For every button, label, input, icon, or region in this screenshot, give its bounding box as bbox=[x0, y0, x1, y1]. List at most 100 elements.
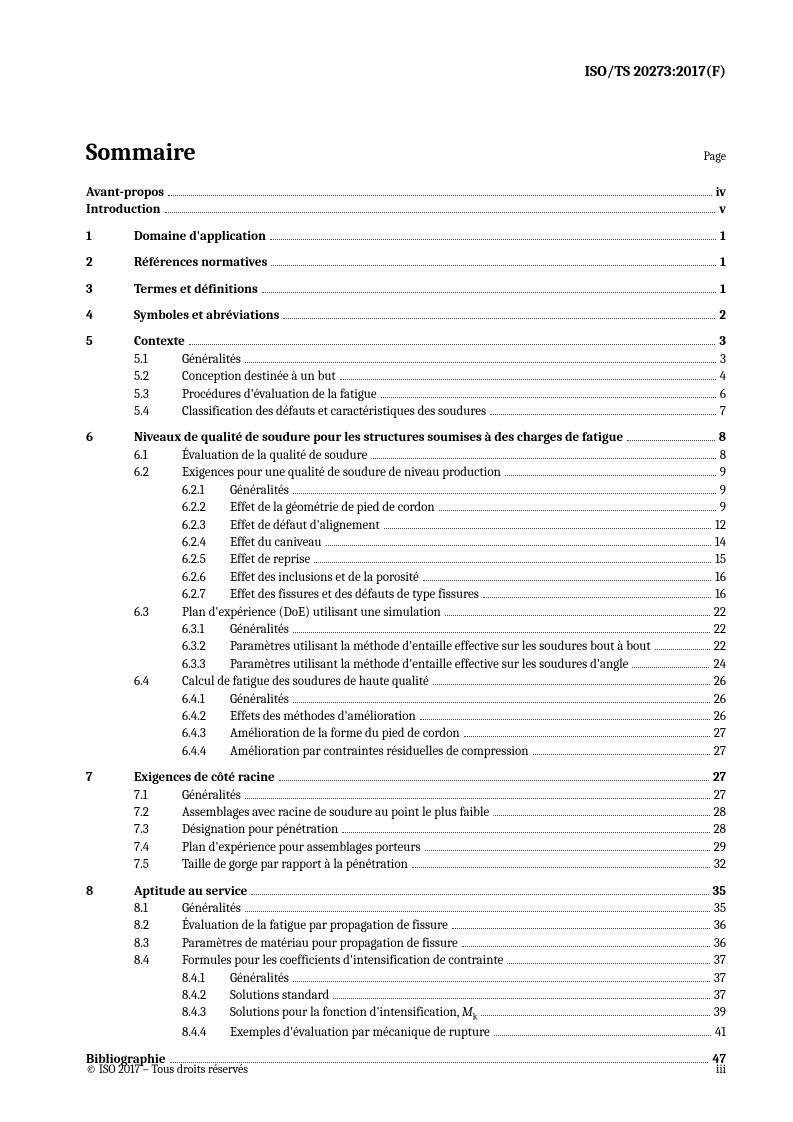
toc-page: 6 bbox=[720, 386, 726, 403]
toc-page: 22 bbox=[714, 621, 726, 638]
leader-dots bbox=[462, 936, 710, 946]
toc-row: 8.1Généralités35 bbox=[86, 900, 726, 917]
doc-id: ISO/TS 20273:2017(F) bbox=[585, 62, 726, 80]
toc-row: 6.2Exigences pour une qualité de soudure… bbox=[86, 464, 726, 481]
subsubsection-number: 6.3.1 bbox=[182, 621, 230, 638]
subsubsection-number: 8.4.4 bbox=[182, 1024, 230, 1041]
toc-entry-title: Effets des méthodes d'amélioration bbox=[230, 708, 416, 725]
leader-dots bbox=[340, 370, 716, 380]
section-number: 3 bbox=[86, 281, 134, 298]
toc-entry-title: Généralités bbox=[230, 691, 289, 708]
subsubsection-number: 6.4.4 bbox=[182, 743, 230, 760]
leader-dots bbox=[371, 448, 715, 458]
toc-row: 6.2.5Effet de reprise 15 bbox=[86, 551, 726, 568]
toc-entry-title: Paramètres utilisant la méthode d'entail… bbox=[230, 638, 651, 655]
leader-dots bbox=[420, 710, 710, 720]
toc-entry-title: Généralités bbox=[182, 787, 241, 804]
leader-dots bbox=[481, 1006, 709, 1016]
footer: © ISO 2017 – Tous droits réservés iii bbox=[86, 1062, 726, 1076]
toc-row: 6.4Calcul de fatigue des soudures de hau… bbox=[86, 673, 726, 690]
toc-entry-title: Domaine d'application bbox=[134, 228, 266, 245]
subsection-number: 6.2 bbox=[134, 464, 182, 481]
leader-dots bbox=[245, 352, 716, 362]
toc-row: 6.2.7Effet des fissures et des défauts d… bbox=[86, 586, 726, 603]
leader-dots bbox=[493, 806, 709, 816]
toc-page: 14 bbox=[715, 534, 726, 551]
toc-page: 9 bbox=[720, 499, 726, 516]
toc-row: 6.2.1Généralités9 bbox=[86, 482, 726, 499]
toc-row: 7.2Assemblages avec racine de soudure au… bbox=[86, 804, 726, 821]
toc-row: 6.3.1Généralités22 bbox=[86, 621, 726, 638]
toc-entry-title: Références normatives bbox=[134, 254, 267, 271]
leader-dots bbox=[170, 1052, 709, 1062]
toc-row: 5.2Conception destinée à un but4 bbox=[86, 368, 726, 385]
toc-entry-title: Effet de reprise bbox=[230, 551, 310, 568]
leader-dots bbox=[271, 256, 716, 266]
toc-page: 28 bbox=[714, 804, 726, 821]
toc-page: 24 bbox=[713, 656, 726, 673]
leader-dots bbox=[533, 744, 710, 754]
toc-entry-title: Paramètres utilisant la méthode d'entail… bbox=[230, 656, 628, 673]
leader-dots bbox=[270, 229, 716, 239]
leader-dots bbox=[293, 971, 710, 981]
toc-row: 8.2Évaluation de la fatigue par propagat… bbox=[86, 917, 726, 934]
toc-page: 37 bbox=[714, 987, 726, 1004]
toc-entry-title: Paramètres de matériau pour propagation … bbox=[182, 935, 458, 952]
leader-dots bbox=[505, 466, 716, 476]
subsection-number: 7.3 bbox=[134, 821, 182, 838]
leader-dots bbox=[279, 771, 709, 781]
toc-page: 3 bbox=[719, 333, 726, 350]
toc-row: 7Exigences de côté racine27 bbox=[86, 769, 726, 786]
toc-row: 6.4.3Amélioration de la forme du pied de… bbox=[86, 725, 726, 742]
toc-page: 1 bbox=[720, 254, 726, 271]
toc-page: 2 bbox=[719, 307, 726, 324]
toc-entry-title: Taille de gorge par rapport à la pénétra… bbox=[182, 856, 408, 873]
leader-dots bbox=[627, 431, 715, 441]
toc-entry-title: Procédures d'évaluation de la fatigue bbox=[182, 386, 377, 403]
leader-dots bbox=[283, 309, 715, 319]
leader-dots bbox=[494, 1026, 711, 1036]
section-number: 2 bbox=[86, 254, 134, 271]
subsubsection-number: 6.2.3 bbox=[182, 517, 230, 534]
toc-entry-title: Amélioration de la forme du pied de cord… bbox=[230, 725, 460, 742]
toc-row: Introductionv bbox=[86, 201, 726, 218]
toc-row: 6.4.1Généralités26 bbox=[86, 691, 726, 708]
toc-page: 39 bbox=[714, 1004, 726, 1021]
toc-entry-title: Classification des défauts et caractéris… bbox=[182, 403, 486, 420]
toc-row: 5Contexte3 bbox=[86, 333, 726, 350]
subsubsection-number: 6.2.1 bbox=[182, 482, 230, 499]
subsubsection-number: 8.4.3 bbox=[182, 1004, 230, 1021]
subsection-number: 6.3 bbox=[134, 604, 182, 621]
toc-page: 41 bbox=[715, 1024, 726, 1041]
toc-page: 3 bbox=[720, 351, 726, 368]
toc-row: 1Domaine d'application1 bbox=[86, 228, 726, 245]
toc-row: 7.4Plan d'expérience pour assemblages po… bbox=[86, 839, 726, 856]
toc-page: 37 bbox=[714, 952, 726, 969]
subsubsection-number: 6.2.2 bbox=[182, 499, 230, 516]
toc-row: 8.4.1Généralités37 bbox=[86, 970, 726, 987]
toc-page: v bbox=[719, 201, 726, 218]
toc-page: 27 bbox=[714, 743, 726, 760]
leader-dots bbox=[439, 501, 716, 511]
toc-row: 8Aptitude au service35 bbox=[86, 883, 726, 900]
toc-row: 3Termes et définitions1 bbox=[86, 281, 726, 298]
toc-row: 6.2.2Effet de la géométrie de pied de co… bbox=[86, 499, 726, 516]
section-number: 1 bbox=[86, 228, 134, 245]
toc-page: 22 bbox=[714, 604, 726, 621]
leader-dots bbox=[293, 483, 716, 493]
toc-page: 9 bbox=[720, 464, 726, 481]
toc-row: 8.3Paramètres de matériau pour propagati… bbox=[86, 935, 726, 952]
toc-entry-title: Effet de défaut d'alignement bbox=[230, 517, 380, 534]
toc-page: 26 bbox=[714, 708, 726, 725]
leader-dots bbox=[412, 858, 710, 868]
toc-row: 4Symboles et abréviations2 bbox=[86, 307, 726, 324]
toc-row: 5.3Procédures d'évaluation de la fatigue… bbox=[86, 386, 726, 403]
toc-row: 6.2.6Effet des inclusions et de la poros… bbox=[86, 569, 726, 586]
toc-page: 15 bbox=[715, 551, 726, 568]
subsubsection-number: 6.2.5 bbox=[182, 551, 230, 568]
leader-dots bbox=[423, 570, 711, 580]
leader-dots bbox=[425, 840, 710, 850]
subsubsection-number: 6.4.2 bbox=[182, 708, 230, 725]
toc-entry-title: Symboles et abréviations bbox=[134, 307, 279, 324]
toc-row: 8.4.3Solutions pour la fonction d'intens… bbox=[86, 1004, 726, 1024]
